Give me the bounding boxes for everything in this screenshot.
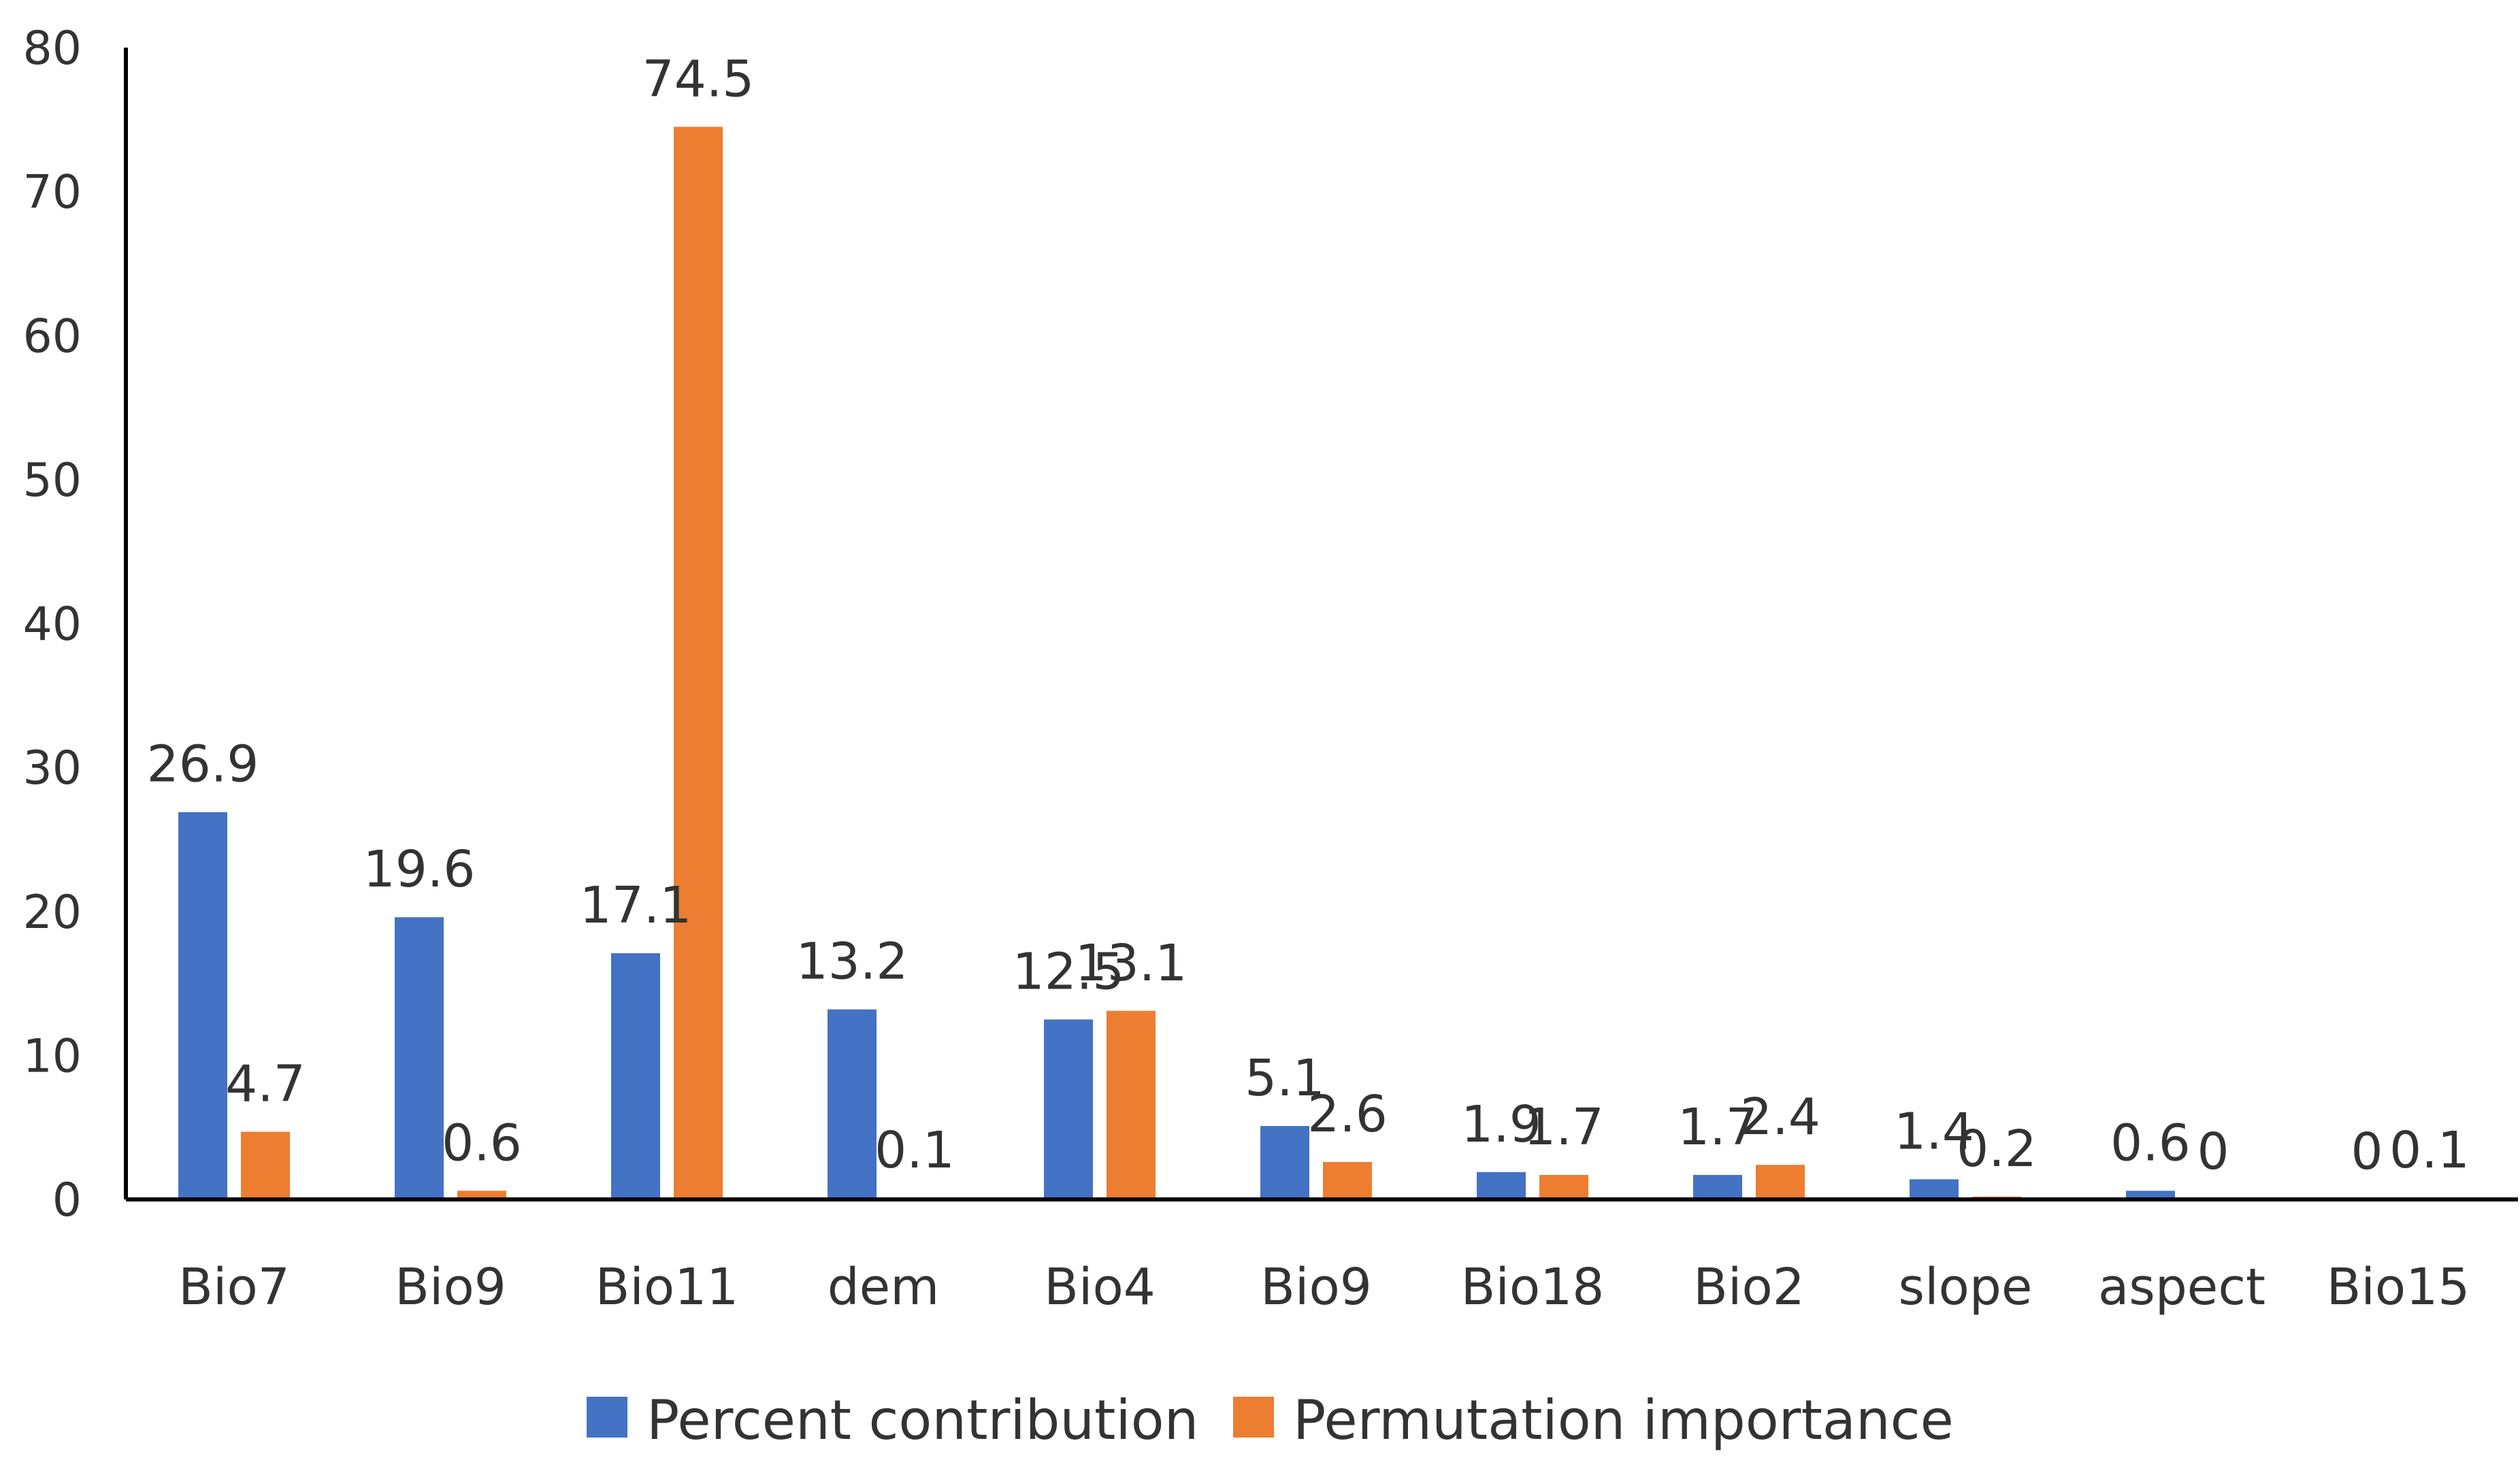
data-label-permutation-importance: 13.1 bbox=[1075, 934, 1188, 993]
x-tick-label: Bio18 bbox=[1461, 1258, 1605, 1316]
bar-percent-contribution bbox=[2126, 1191, 2175, 1199]
bar-percent-contribution bbox=[1260, 1126, 1309, 1199]
legend-swatch-permutation-importance bbox=[1233, 1397, 1274, 1438]
legend-label-percent-contribution: Percent contribution bbox=[647, 1389, 1198, 1452]
data-label-permutation-importance: 0.6 bbox=[442, 1114, 522, 1172]
x-tick-label: dem bbox=[828, 1258, 940, 1316]
data-label-permutation-importance: 2.6 bbox=[1307, 1085, 1388, 1144]
x-axis-category-labels: Bio7 Bio9 Bio11 dem Bio4 Bio9 Bio18 Bio2 slope as… bbox=[178, 1258, 2470, 1316]
y-tick-label: 40 bbox=[22, 598, 82, 652]
data-label-permutation-importance: 0.2 bbox=[1957, 1120, 2037, 1178]
bar-permutation-importance bbox=[1539, 1175, 1588, 1199]
x-tick-label: Bio7 bbox=[178, 1258, 290, 1316]
data-label-percent-contribution: 26.9 bbox=[147, 735, 259, 794]
bar-percent-contribution bbox=[828, 1009, 877, 1199]
data-label-permutation-importance: 0 bbox=[2197, 1123, 2229, 1181]
bar-permutation-importance bbox=[241, 1131, 290, 1199]
data-label-permutation-importance: 0.1 bbox=[2389, 1121, 2470, 1180]
bar-permutation-importance bbox=[1756, 1165, 1805, 1199]
x-tick-label: Bio11 bbox=[595, 1258, 739, 1316]
data-label-permutation-importance: 4.7 bbox=[225, 1055, 306, 1114]
y-tick-label: 20 bbox=[22, 886, 82, 940]
y-tick-label: 50 bbox=[22, 454, 82, 508]
y-tick-label: 0 bbox=[52, 1174, 82, 1227]
data-label-percent-contribution: 1.4 bbox=[1894, 1102, 1974, 1161]
legend-swatch-percent-contribution bbox=[587, 1397, 627, 1438]
data-label-permutation-importance: 1.7 bbox=[1524, 1098, 1604, 1157]
bar-percent-contribution bbox=[1044, 1019, 1093, 1199]
bar-permutation-importance bbox=[674, 127, 723, 1199]
data-label-percent-contribution: 0 bbox=[2351, 1123, 2383, 1181]
data-label-percent-contribution: 19.6 bbox=[363, 840, 476, 899]
y-tick-label: 80 bbox=[22, 22, 82, 76]
legend: Percent contribution Permutation importan… bbox=[587, 1389, 1954, 1452]
x-tick-label: Bio15 bbox=[2327, 1258, 2470, 1316]
y-tick-label: 60 bbox=[22, 310, 82, 363]
bar-percent-contribution bbox=[1477, 1172, 1526, 1199]
bar-percent-contribution bbox=[611, 953, 660, 1199]
data-label-percent-contribution: 13.2 bbox=[796, 933, 909, 991]
y-tick-label: 70 bbox=[22, 166, 82, 220]
data-label-percent-contribution: 1.7 bbox=[1678, 1098, 1758, 1157]
bars bbox=[178, 127, 2454, 1199]
y-tick-label: 30 bbox=[22, 742, 82, 795]
data-label-percent-contribution: 0.6 bbox=[2110, 1114, 2191, 1172]
data-label-permutation-importance: 2.4 bbox=[1740, 1088, 1820, 1146]
data-label-permutation-importance: 74.5 bbox=[642, 50, 755, 108]
bar-percent-contribution bbox=[1693, 1175, 1742, 1199]
data-labels: 26.9 4.7 19.6 0.6 17.1 74.5 13.2 0.1 12.513.1 5.1… bbox=[147, 50, 2470, 1181]
x-tick-label: Bio4 bbox=[1044, 1258, 1156, 1316]
legend-label-permutation-importance: Permutation importance bbox=[1293, 1389, 1954, 1452]
data-label-permutation-importance: 0.1 bbox=[874, 1121, 955, 1180]
y-axis-ticks: 0 10 20 30 40 50 60 70 80 bbox=[22, 22, 82, 1227]
bar-percent-contribution bbox=[178, 812, 227, 1199]
data-label-percent-contribution: 1.9 bbox=[1461, 1095, 1541, 1154]
bar-permutation-importance bbox=[1323, 1161, 1372, 1199]
x-tick-label: slope bbox=[1899, 1258, 2033, 1316]
bar-percent-contribution bbox=[395, 917, 444, 1199]
bar-permutation-importance bbox=[1107, 1010, 1156, 1199]
x-tick-label: Bio9 bbox=[395, 1258, 506, 1316]
data-label-percent-contribution: 17.1 bbox=[580, 876, 692, 935]
y-tick-label: 10 bbox=[22, 1029, 82, 1083]
x-tick-label: Bio2 bbox=[1693, 1258, 1805, 1316]
data-label-percent-contribution: 12.5 bbox=[1013, 942, 1125, 1001]
bar-permutation-importance bbox=[457, 1191, 506, 1199]
x-tick-label: Bio9 bbox=[1260, 1258, 1372, 1316]
data-label-percent-contribution: 5.1 bbox=[1245, 1049, 1325, 1108]
bar-percent-contribution bbox=[1910, 1179, 1959, 1199]
x-tick-label: aspect bbox=[2098, 1258, 2265, 1316]
